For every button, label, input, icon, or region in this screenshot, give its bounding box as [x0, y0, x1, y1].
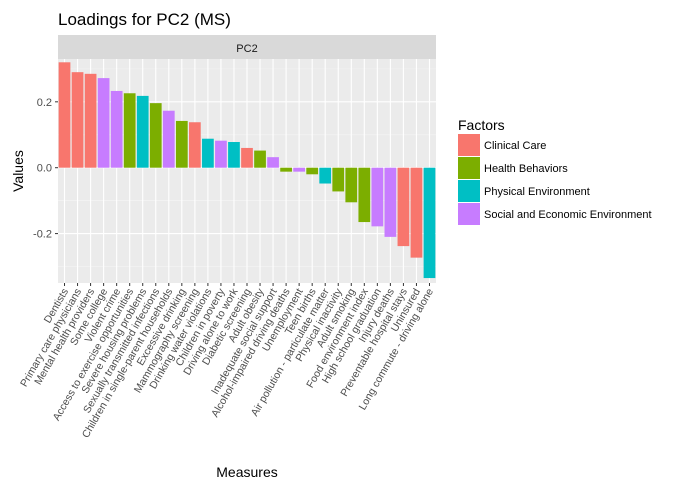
bar: [110, 90, 123, 168]
legend: Factors Clinical Care Health Behaviors Phy…: [458, 117, 652, 225]
legend-swatch: [458, 180, 480, 202]
bar: [215, 140, 227, 168]
bar: [345, 167, 358, 203]
legend-label: Social and Economic Environment: [484, 209, 652, 221]
bars: [58, 62, 436, 279]
grid-lines: [58, 59, 436, 283]
bar: [136, 95, 149, 168]
y-tick-label: -0.2: [33, 229, 52, 241]
bar: [384, 167, 397, 237]
bar: [254, 150, 266, 168]
legend-label: Physical Environment: [484, 186, 590, 198]
bar: [123, 93, 136, 168]
y-tick-label: 0.0: [37, 163, 52, 175]
bar: [332, 167, 345, 192]
bar: [306, 167, 319, 175]
legend-label: Clinical Care: [484, 140, 546, 152]
bar: [162, 110, 175, 168]
y-axis-title: Values: [10, 150, 26, 192]
bar: [97, 78, 110, 168]
bar: [423, 167, 436, 279]
legend-title: Factors: [458, 117, 505, 133]
bar: [84, 73, 97, 168]
legend-label: Health Behaviors: [484, 163, 568, 175]
bar: [267, 157, 279, 168]
legend-swatch: [458, 134, 480, 156]
bar: [241, 147, 253, 168]
bar: [188, 122, 201, 168]
bar: [228, 142, 240, 168]
bar: [280, 167, 292, 172]
bar: [175, 120, 188, 168]
bar: [410, 167, 423, 258]
legend-swatch: [458, 203, 480, 225]
y-axis: -0.2 0.0 0.2: [33, 97, 58, 241]
facet-label: PC2: [236, 43, 257, 55]
y-tick-label: 0.2: [37, 97, 52, 109]
bar: [293, 167, 306, 172]
bar: [319, 167, 332, 184]
bar: [149, 103, 162, 168]
chart-title: Loadings for PC2 (MS): [58, 10, 231, 29]
bar: [397, 167, 410, 247]
facet-strip: [58, 35, 436, 59]
bar: [71, 72, 84, 168]
legend-swatch: [458, 157, 480, 179]
bar: [358, 167, 371, 223]
bar: [58, 62, 71, 168]
x-axis-title: Measures: [216, 464, 277, 480]
bar: [371, 167, 384, 227]
bar: [202, 138, 214, 168]
